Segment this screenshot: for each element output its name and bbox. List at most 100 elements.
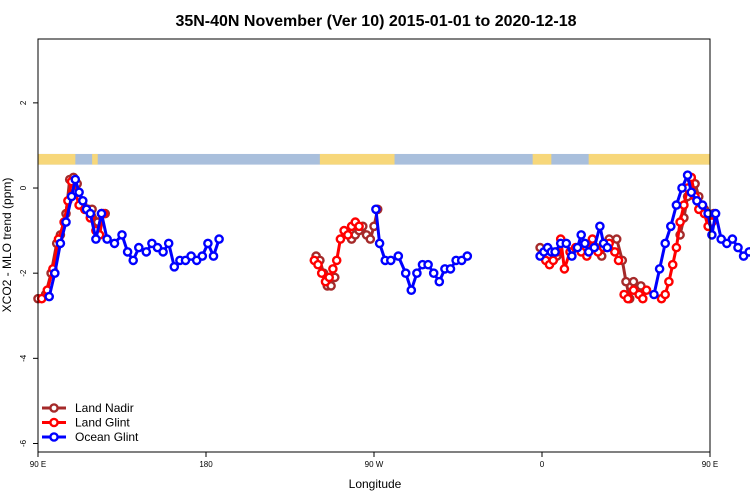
- land-nadir-point: [611, 234, 622, 244]
- y-axis-label: XCO2 - MLO trend (ppm): [0, 178, 14, 313]
- ocean-glint-point: [158, 247, 168, 257]
- ocean-glint-point: [602, 242, 613, 253]
- ocean-glint-point: [686, 187, 697, 198]
- ocean-glint-point: [374, 238, 385, 249]
- ocean-glint-point: [572, 242, 583, 253]
- x-tick-label: 180: [199, 460, 213, 469]
- ocean-glint-point: [677, 183, 687, 193]
- ocean-glint-point: [660, 238, 671, 249]
- land-band-segment: [38, 153, 76, 165]
- ocean-glint-point: [203, 238, 213, 249]
- y-tick-label: 2: [19, 100, 28, 105]
- legend-label: Ocean Glint: [75, 430, 139, 444]
- ocean-glint-point: [74, 187, 84, 198]
- x-axis-label: Longitude: [349, 477, 402, 491]
- ocean-glint-point: [445, 264, 456, 274]
- land-glint-point: [613, 255, 624, 266]
- ocean-glint-point: [580, 238, 590, 249]
- chart-title: 35N-40N November (Ver 10) 2015-01-01 to …: [175, 13, 576, 30]
- land-ocean-band: [38, 153, 710, 165]
- land-glint-point: [328, 264, 338, 274]
- series-layer: [33, 170, 750, 304]
- land-glint-point: [638, 293, 648, 304]
- ocean-glint-point: [61, 217, 71, 227]
- ocean-glint-point: [371, 204, 381, 215]
- land-nadir-point: [365, 234, 376, 244]
- ocean-glint-point: [133, 242, 144, 253]
- ocean-glint-point: [55, 238, 66, 249]
- land-band-segment: [319, 153, 395, 165]
- land-glint-point: [667, 259, 678, 270]
- land-glint-point: [331, 255, 342, 266]
- ocean-glint-point: [117, 230, 127, 240]
- ocean-glint-point: [122, 247, 133, 257]
- ocean-glint-point: [385, 255, 396, 266]
- legend-swatch-point: [49, 417, 59, 428]
- land-band-segment: [532, 153, 552, 165]
- ocean-glint-point: [561, 238, 572, 249]
- ocean-glint-point: [703, 208, 713, 219]
- ocean-glint-point: [128, 255, 138, 266]
- legend-swatch-point: [49, 403, 59, 413]
- land-glint-point: [316, 268, 327, 279]
- ocean-glint-point: [78, 195, 88, 206]
- x-tick-label: 90 E: [702, 460, 718, 469]
- ocean-glint-point: [208, 251, 219, 261]
- ocean-glint-point: [697, 200, 708, 210]
- ocean-glint-point: [462, 251, 473, 261]
- ocean-glint-point: [393, 251, 404, 261]
- ocean-glint-point: [66, 191, 77, 202]
- legend-label: Land Nadir: [75, 401, 134, 415]
- land-glint-point: [559, 264, 570, 274]
- land-glint-point: [313, 259, 323, 270]
- legend-item-land-nadir: Land Nadir: [42, 401, 134, 415]
- land-band-segment: [588, 153, 710, 165]
- land-glint-point: [675, 217, 685, 227]
- ocean-glint-point: [214, 234, 224, 244]
- ocean-glint-point: [400, 268, 411, 279]
- land-glint-point: [343, 230, 353, 240]
- ocean-glint-point: [649, 289, 659, 300]
- ocean-glint-point: [744, 247, 750, 257]
- legend-item-ocean-glint: Ocean Glint: [42, 430, 139, 444]
- ocean-glint-point: [109, 238, 120, 249]
- land-band-segment: [92, 153, 98, 165]
- land-glint-point: [641, 285, 652, 296]
- land-glint-point: [664, 276, 674, 287]
- x-tick-label: 90 W: [365, 460, 384, 469]
- ocean-glint-point: [727, 234, 738, 244]
- y-tick-label: -2: [19, 269, 28, 277]
- ocean-glint-point: [707, 230, 717, 240]
- y-tick-label: 0: [19, 185, 28, 190]
- y-axis: 2 0 -2 -4 -6: [19, 100, 38, 447]
- x-tick-label: 90 E: [30, 460, 46, 469]
- y-tick-label: -4: [19, 354, 28, 362]
- ocean-glint-point: [50, 268, 60, 279]
- x-tick-label: 0: [540, 460, 545, 469]
- ocean-glint-point: [406, 285, 417, 296]
- ocean-glint-point: [102, 234, 112, 244]
- land-nadir-point: [621, 276, 631, 287]
- ocean-glint-point: [666, 221, 676, 232]
- land-glint-point: [623, 293, 633, 304]
- land-glint-point: [354, 221, 364, 232]
- ocean-glint-point: [141, 247, 152, 257]
- ocean-glint-point: [550, 247, 560, 257]
- legend-swatch-point: [49, 432, 59, 442]
- legend-label: Land Glint: [75, 416, 130, 430]
- land-glint-point: [671, 242, 682, 253]
- ocean-glint-point: [96, 208, 107, 219]
- ocean-glint-point: [576, 230, 587, 240]
- ocean-glint-point: [710, 208, 721, 219]
- ocean-glint-point: [567, 251, 577, 261]
- ocean-glint-point: [434, 276, 445, 287]
- ocean-glint-point: [733, 242, 743, 253]
- ocean-glint-point: [44, 291, 55, 302]
- series-land-nadir: [33, 172, 719, 304]
- land-glint-point: [679, 200, 689, 210]
- ocean-glint-point: [197, 251, 208, 261]
- ocean-glint-point: [163, 238, 174, 249]
